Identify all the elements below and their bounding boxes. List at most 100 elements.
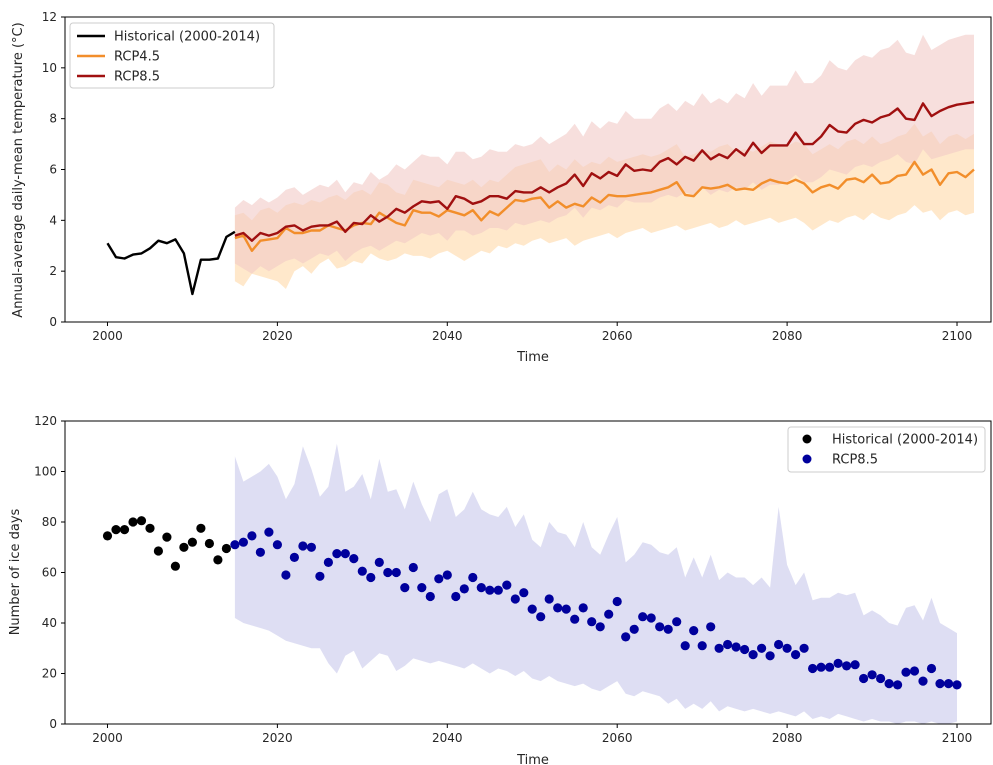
y-tick-label: 10	[42, 61, 57, 75]
point-1-3	[255, 547, 265, 557]
point-1-50	[655, 622, 665, 632]
x-tick-label: 2000	[92, 731, 123, 745]
legend-marker-historical	[802, 434, 812, 444]
point-1-17	[374, 557, 384, 568]
y-tick-label: 6	[49, 163, 57, 177]
point-1-33	[510, 594, 520, 604]
legend-label-historical: Historical (2000-2014)	[832, 433, 978, 448]
point-1-79	[901, 667, 911, 677]
x-tick-label: 2020	[262, 731, 293, 745]
point-0-0	[102, 531, 113, 541]
legend-marker-rcp85	[802, 454, 812, 464]
point-1-41	[578, 603, 588, 613]
point-1-18	[383, 567, 393, 578]
x-tick-label: 2000	[92, 329, 123, 343]
x-axis-ticks: 2000 2020 2040 2060 2080 2100	[92, 322, 972, 343]
point-1-76	[876, 673, 886, 684]
point-0-2	[119, 525, 130, 535]
point-0-12	[204, 538, 214, 549]
x-tick-label: 2040	[432, 329, 463, 343]
x-axis-label: Time	[516, 350, 549, 365]
legend-box	[69, 22, 275, 89]
point-1-12	[332, 549, 342, 559]
x-tick-label: 2100	[942, 329, 973, 343]
y-axis-label: Annual-average daily-mean temperature (°…	[11, 22, 26, 317]
point-1-69	[816, 662, 826, 672]
point-1-48	[638, 612, 648, 622]
point-0-3	[128, 517, 138, 527]
point-1-45	[612, 596, 622, 607]
point-1-35	[527, 604, 537, 614]
point-1-57	[714, 643, 724, 653]
x-tick-label: 2060	[602, 731, 633, 745]
legend-box	[787, 426, 986, 473]
point-1-28	[468, 572, 478, 583]
point-1-24	[434, 574, 444, 584]
point-1-52	[672, 617, 682, 627]
point-1-29	[476, 583, 486, 593]
point-1-19	[391, 567, 401, 578]
y-axis-label: Number of ice days	[8, 508, 23, 635]
x-axis-ticks: 2000 2020 2040 2060 2080 2100	[92, 724, 972, 745]
point-1-21	[408, 562, 418, 573]
point-1-77	[884, 679, 894, 689]
point-1-1	[238, 537, 248, 547]
point-1-23	[425, 591, 435, 602]
point-1-58	[723, 639, 733, 650]
point-0-11	[196, 523, 206, 533]
uncertainty-bands	[234, 34, 974, 289]
y-tick-label: 0	[49, 717, 57, 731]
y-tick-label: 120	[34, 414, 57, 428]
y-tick-label: 80	[42, 515, 57, 529]
point-0-6	[153, 546, 163, 556]
point-1-37	[544, 594, 554, 604]
point-1-85	[952, 680, 962, 690]
point-1-80	[909, 666, 920, 676]
y-tick-label: 40	[42, 616, 57, 630]
y-tick-label: 60	[42, 566, 57, 580]
point-0-5	[145, 523, 155, 533]
y-axis-ticks: 0 20 40 60 80 100 120	[34, 414, 65, 731]
point-1-59	[731, 642, 741, 652]
point-0-7	[162, 532, 172, 542]
point-1-39	[561, 604, 571, 614]
point-1-9	[306, 542, 316, 552]
legend-label-rcp85: RCP8.5	[114, 70, 160, 85]
x-tick-label: 2080	[772, 329, 803, 343]
point-1-8	[298, 541, 308, 551]
point-0-14	[221, 543, 231, 554]
point-1-84	[943, 679, 954, 689]
point-0-9	[179, 542, 189, 552]
point-1-6	[281, 570, 291, 580]
point-1-70	[825, 662, 835, 672]
point-1-26	[451, 591, 461, 602]
series-line-0	[106, 230, 236, 296]
point-1-38	[553, 603, 563, 613]
point-1-71	[833, 658, 843, 669]
y-tick-label: 20	[42, 667, 57, 681]
legend: Historical (2000-2014) RCP8.5	[787, 426, 986, 473]
legend-label-historical: Historical (2000-2014)	[114, 30, 260, 45]
y-tick-label: 12	[42, 10, 57, 24]
point-0-4	[136, 516, 147, 526]
point-1-66	[791, 650, 801, 660]
point-0-1	[111, 525, 121, 535]
point-1-60	[740, 644, 750, 655]
point-0-8	[170, 561, 180, 571]
point-1-68	[808, 663, 818, 674]
point-1-62	[757, 643, 767, 653]
band-2	[234, 34, 974, 274]
x-tick-label: 2060	[602, 329, 633, 343]
point-1-22	[417, 583, 427, 593]
point-1-74	[859, 673, 869, 684]
point-1-46	[621, 632, 631, 642]
point-1-27	[459, 584, 469, 594]
point-1-40	[570, 614, 580, 624]
point-1-5	[272, 540, 282, 550]
point-1-11	[323, 557, 333, 568]
point-1-73	[850, 660, 860, 670]
legend-label-rcp85: RCP8.5	[832, 453, 878, 468]
y-axis-ticks: 0 2 4 6 8 10 12	[42, 10, 65, 329]
series-line-2	[234, 100, 975, 242]
